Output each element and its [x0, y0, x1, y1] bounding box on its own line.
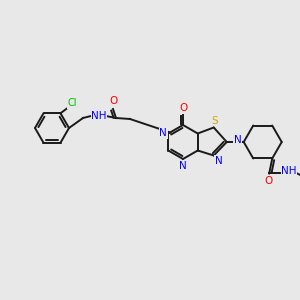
Text: N: N — [215, 155, 223, 166]
Text: O: O — [179, 103, 187, 113]
Text: S: S — [212, 116, 218, 125]
Text: NH: NH — [281, 167, 297, 176]
Text: NH: NH — [91, 111, 107, 121]
Text: N: N — [179, 161, 187, 171]
Text: N: N — [159, 128, 167, 139]
Text: N: N — [234, 135, 242, 145]
Text: Cl: Cl — [68, 98, 77, 108]
Text: O: O — [264, 176, 272, 187]
Text: O: O — [109, 96, 117, 106]
